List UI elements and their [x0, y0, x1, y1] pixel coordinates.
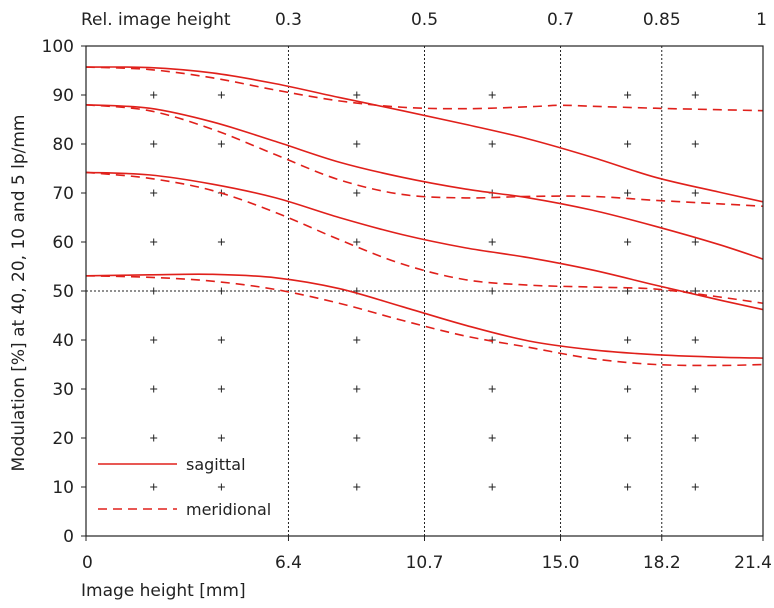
- grid-plus-marker: [624, 336, 632, 344]
- grid-plus-marker: [217, 91, 225, 99]
- x-tick-label: 10.7: [406, 553, 444, 573]
- y-tick-label: 30: [52, 380, 74, 400]
- x-tick-label: 6.4: [275, 553, 302, 573]
- top-tick-label: 0.85: [643, 10, 681, 30]
- grid-plus-marker: [353, 483, 361, 491]
- grid-plus-marker: [353, 238, 361, 246]
- grid-plus-marker: [691, 385, 699, 393]
- x-tick-label: 18.2: [643, 553, 681, 573]
- series-line-meridional-7: [85, 275, 764, 367]
- x-tick-label: 0: [82, 553, 93, 573]
- y-tick-label: 10: [52, 478, 74, 498]
- y-tick-label: 100: [42, 37, 74, 57]
- grid-plus-marker: [150, 385, 158, 393]
- grid-plus-marker: [691, 483, 699, 491]
- grid-plus-marker: [624, 91, 632, 99]
- grid-plus-marker: [488, 287, 496, 295]
- grid-plus-marker: [488, 91, 496, 99]
- grid-plus-marker: [624, 238, 632, 246]
- plus-grid: [150, 91, 699, 491]
- y-tick-label: 20: [52, 429, 74, 449]
- series-line-sagittal-2: [85, 104, 764, 260]
- y-tick-label: 50: [52, 282, 74, 302]
- grid-plus-marker: [691, 434, 699, 442]
- y-tick-label: 60: [52, 233, 74, 253]
- reference-lines: [86, 46, 763, 536]
- grid-plus-marker: [217, 434, 225, 442]
- x-tick-label: 15.0: [542, 553, 580, 573]
- grid-plus-marker: [150, 238, 158, 246]
- grid-plus-marker: [353, 385, 361, 393]
- grid-plus-marker: [488, 140, 496, 148]
- series-line-meridional-5: [85, 171, 764, 305]
- grid-plus-marker: [217, 287, 225, 295]
- grid-plus-marker: [624, 434, 632, 442]
- series-line-meridional-1: [85, 66, 764, 112]
- grid-plus-marker: [353, 336, 361, 344]
- grid-plus-marker: [150, 140, 158, 148]
- series-line-sagittal-0: [85, 66, 764, 203]
- grid-plus-marker: [353, 91, 361, 99]
- y-tick-label: 40: [52, 331, 74, 351]
- grid-plus-marker: [150, 434, 158, 442]
- grid-plus-marker: [691, 336, 699, 344]
- grid-plus-marker: [150, 287, 158, 295]
- grid-plus-marker: [150, 483, 158, 491]
- grid-plus-marker: [488, 483, 496, 491]
- top-axis-label: Rel. image height: [81, 10, 231, 30]
- top-tick-label: 0.5: [411, 10, 438, 30]
- grid-plus-marker: [624, 140, 632, 148]
- grid-plus-marker: [488, 238, 496, 246]
- series-line-sagittal-6: [85, 273, 764, 359]
- grid-plus-marker: [353, 140, 361, 148]
- grid-plus-marker: [624, 385, 632, 393]
- series-line-meridional-3: [85, 104, 764, 208]
- grid-plus-marker: [353, 189, 361, 197]
- y-tick-label: 90: [52, 86, 74, 106]
- y-axis-title: Modulation [%] at 40, 20, 10 and 5 lp/mm: [9, 115, 29, 472]
- grid-plus-marker: [217, 336, 225, 344]
- x-tick-label: 21.4: [734, 553, 772, 573]
- grid-plus-marker: [691, 189, 699, 197]
- grid-plus-marker: [624, 189, 632, 197]
- series-line-sagittal-4: [85, 171, 764, 311]
- grid-plus-marker: [217, 385, 225, 393]
- grid-plus-marker: [488, 385, 496, 393]
- grid-plus-marker: [488, 434, 496, 442]
- grid-plus-marker: [150, 336, 158, 344]
- grid-plus-marker: [217, 483, 225, 491]
- grid-plus-marker: [150, 189, 158, 197]
- legend-sagittal-label: sagittal: [186, 455, 246, 474]
- x-axis-title: Image height [mm]: [81, 581, 246, 601]
- legend: sagittal meridional: [98, 455, 271, 519]
- y-tick-label: 0: [63, 527, 74, 547]
- grid-plus-marker: [691, 287, 699, 295]
- grid-plus-marker: [624, 483, 632, 491]
- axis-ticks: [81, 45, 764, 541]
- top-tick-label: 0.7: [547, 10, 574, 30]
- grid-plus-marker: [217, 140, 225, 148]
- top-tick-label: 1: [756, 10, 767, 30]
- grid-plus-marker: [691, 238, 699, 246]
- top-tick-label: 0.3: [275, 10, 302, 30]
- grid-plus-marker: [217, 238, 225, 246]
- legend-meridional-label: meridional: [186, 500, 271, 519]
- grid-plus-marker: [691, 91, 699, 99]
- grid-plus-marker: [624, 287, 632, 295]
- grid-plus-marker: [353, 434, 361, 442]
- grid-plus-marker: [691, 140, 699, 148]
- y-tick-label: 70: [52, 184, 74, 204]
- y-tick-label: 80: [52, 135, 74, 155]
- grid-plus-marker: [150, 91, 158, 99]
- series-lines: [85, 66, 764, 367]
